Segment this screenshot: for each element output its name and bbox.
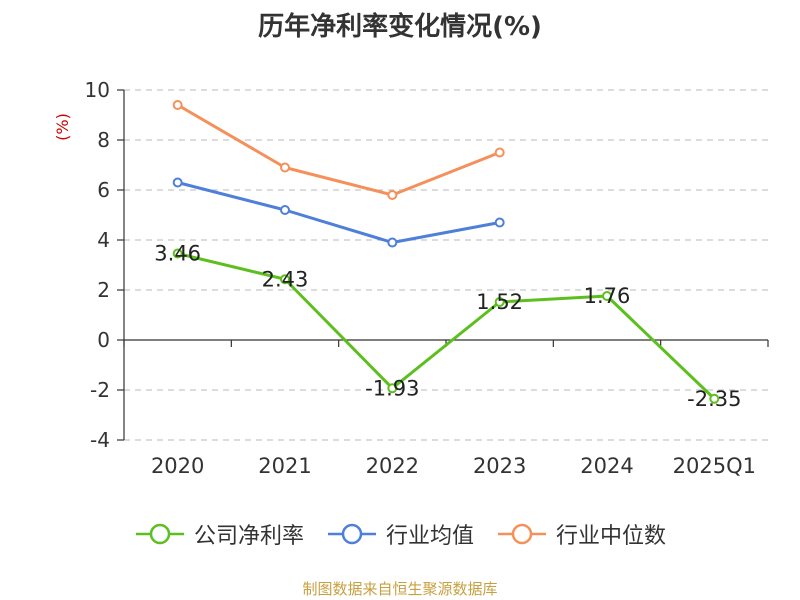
legend-item: 行业均值 bbox=[326, 518, 474, 550]
series-line bbox=[177, 181, 500, 244]
data-point bbox=[602, 291, 612, 301]
data-label: -2.35 bbox=[687, 387, 741, 411]
chart-title: 历年净利率变化情况(%) bbox=[258, 12, 542, 42]
y-tick-label: 2 bbox=[97, 278, 110, 302]
data-label: 1.52 bbox=[476, 290, 523, 314]
data-point bbox=[280, 162, 290, 173]
y-tick-label: 10 bbox=[85, 78, 110, 102]
x-tick-label: 2021 bbox=[258, 454, 311, 478]
data-point bbox=[387, 237, 398, 248]
data-label: 3.46 bbox=[154, 242, 201, 266]
series-line bbox=[177, 252, 716, 400]
legend: 公司净利率 行业均值 行业中位数 bbox=[0, 518, 800, 550]
legend-label: 公司净利率 bbox=[193, 524, 304, 549]
data-point bbox=[387, 383, 398, 394]
legend-label: 行业均值 bbox=[385, 524, 474, 549]
data-point bbox=[172, 248, 183, 259]
data-point bbox=[494, 297, 505, 307]
series-layer bbox=[172, 100, 720, 404]
y-tick-label: 0 bbox=[97, 328, 110, 352]
legend-item: 公司净利率 bbox=[134, 518, 304, 550]
data-label: 1.76 bbox=[584, 284, 631, 308]
axis-layer: 10 8 6 4 2 0 -2 -4 2020 2021 2022 2023 2024 2025Q1 bbox=[85, 78, 769, 478]
legend-swatch bbox=[498, 523, 546, 545]
legend-swatch bbox=[327, 523, 376, 545]
legend-swatch bbox=[135, 523, 184, 545]
y-tick-label: -2 bbox=[90, 378, 110, 402]
x-tick-label: 2020 bbox=[151, 454, 204, 478]
legend-item: 行业中位数 bbox=[496, 518, 666, 550]
series-line bbox=[176, 103, 501, 197]
data-point bbox=[280, 274, 290, 285]
source-note: 制图数据来自恒生聚源数据库 bbox=[302, 580, 498, 598]
data-point bbox=[172, 100, 183, 110]
y-tick-label: 4 bbox=[97, 228, 110, 252]
data-point bbox=[172, 177, 183, 188]
y-axis-unit-label: (%) bbox=[53, 113, 72, 141]
y-tick-label: 6 bbox=[97, 178, 110, 202]
x-tick-label: 2024 bbox=[580, 454, 633, 478]
x-tick-label: 2025Q1 bbox=[673, 454, 756, 478]
data-point bbox=[709, 393, 720, 404]
x-tick-label: 2022 bbox=[366, 454, 419, 478]
data-point bbox=[494, 217, 505, 228]
data-label-layer: 3.46 2.43 -1.93 1.52 1.76 -2.35 bbox=[154, 242, 741, 411]
data-label: 2.43 bbox=[262, 267, 309, 291]
data-point bbox=[387, 190, 398, 200]
data-label: -1.93 bbox=[365, 376, 419, 400]
y-tick-label: 8 bbox=[97, 128, 110, 152]
legend-label: 行业中位数 bbox=[556, 524, 667, 549]
data-point bbox=[494, 147, 505, 158]
data-point bbox=[280, 205, 290, 215]
x-tick-label: 2023 bbox=[473, 454, 526, 478]
y-tick-label: -4 bbox=[90, 428, 110, 452]
grid-layer bbox=[124, 89, 768, 441]
